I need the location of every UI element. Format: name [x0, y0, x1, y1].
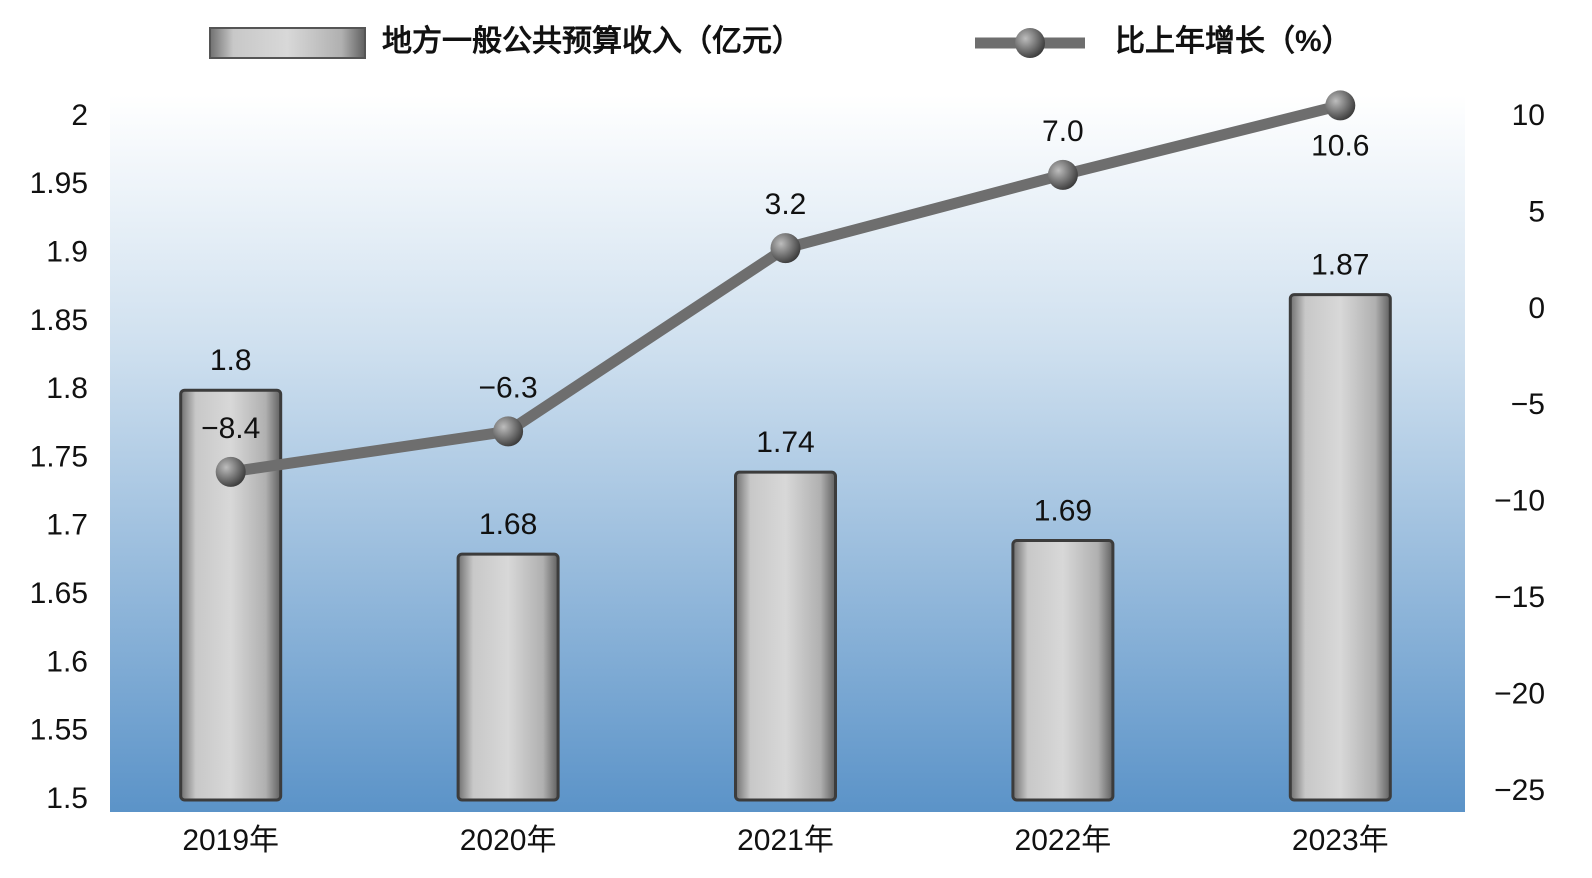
legend-label: 地方一般公共预算收入（亿元） [382, 24, 802, 58]
y-tick-label: 1.5 [46, 782, 88, 815]
bar [456, 552, 560, 802]
line-value-label: 3.2 [765, 188, 807, 221]
y2-tick-label: 0 [1528, 292, 1545, 325]
bar [1288, 293, 1392, 802]
legend-label: 比上年增长（%） [1115, 24, 1352, 58]
legend-marker [1015, 28, 1045, 58]
x-tick-label: 2020年 [460, 824, 557, 857]
x-tick-label: 2023年 [1292, 824, 1389, 857]
legend-swatch [209, 27, 366, 59]
bar [179, 388, 283, 802]
bar-value-label: 1.8 [210, 344, 252, 377]
y-tick-label: 1.8 [46, 372, 88, 405]
line-marker [770, 233, 801, 264]
line-marker [493, 416, 524, 447]
y2-tick-label: −10 [1494, 485, 1545, 518]
y-tick-label: 2 [71, 99, 88, 132]
y2-tick-label: −15 [1494, 581, 1545, 614]
y-tick-label: 1.75 [30, 440, 88, 473]
y2-tick-label: −5 [1511, 388, 1545, 421]
bar [1011, 538, 1115, 802]
bar-value-label: 1.69 [1034, 494, 1092, 527]
line-marker [215, 456, 246, 487]
y-tick-label: 1.55 [30, 714, 88, 747]
x-tick-label: 2022年 [1015, 824, 1112, 857]
y-tick-label: 1.85 [30, 304, 88, 337]
line-value-label: 7.0 [1042, 115, 1084, 148]
y2-tick-label: 10 [1512, 99, 1545, 132]
y-tick-label: 1.65 [30, 577, 88, 610]
line-value-label: −8.4 [201, 412, 260, 445]
line-value-label: −6.3 [478, 371, 537, 404]
line-value-label: 10.6 [1311, 129, 1369, 162]
y-tick-label: 1.9 [46, 236, 88, 269]
bar-value-label: 1.68 [479, 508, 537, 541]
x-tick-label: 2019年 [182, 824, 279, 857]
line-marker [1047, 159, 1078, 190]
bar-value-label: 1.87 [1311, 249, 1369, 282]
bar [734, 470, 837, 802]
y-tick-label: 1.6 [46, 645, 88, 678]
y-tick-label: 1.95 [30, 167, 88, 200]
y2-tick-label: 5 [1528, 195, 1545, 228]
y-tick-label: 1.7 [46, 509, 88, 542]
y2-tick-label: −25 [1494, 774, 1545, 807]
bar-value-label: 1.74 [756, 426, 814, 459]
y2-tick-label: −20 [1494, 677, 1545, 710]
x-tick-label: 2021年 [737, 824, 834, 857]
line-marker [1325, 90, 1356, 121]
